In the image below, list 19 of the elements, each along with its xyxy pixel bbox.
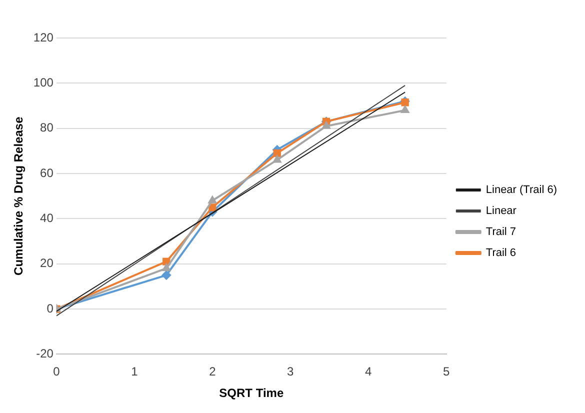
legend-label: Linear [486, 205, 517, 218]
y-tick-label: 120 [33, 30, 54, 44]
y-tick-label: 100 [33, 75, 54, 90]
legend-label: Linear (Trail 6) [486, 184, 558, 196]
x-tick-label: 2 [209, 364, 216, 379]
x-tick-label: 4 [365, 364, 372, 379]
y-tick-label: 0 [46, 301, 54, 316]
y-tick-label: 40 [40, 211, 54, 225]
y-tick-label: 60 [40, 166, 54, 180]
legend-label: Trail 6 [486, 247, 516, 260]
x-axis-title: SQRT Time [219, 386, 284, 400]
y-tick-label: 20 [40, 256, 54, 270]
x-tick-label: 3 [287, 364, 294, 379]
y-tick-label: -20 [36, 346, 54, 361]
x-tick-label: 5 [443, 364, 450, 379]
y-axis-title: Cumulative % Drug Release [12, 116, 26, 276]
y-tick-label: 80 [40, 120, 54, 135]
x-tick-label: 1 [131, 364, 138, 379]
legend-label: Trail 7 [486, 226, 516, 238]
